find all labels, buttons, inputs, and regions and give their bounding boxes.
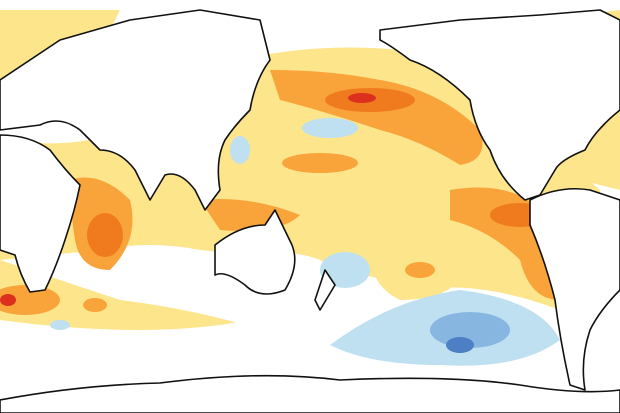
kuroshio-cool <box>302 118 358 138</box>
south-atlantic-orange <box>0 285 60 315</box>
new-zealand <box>314 269 336 311</box>
landmasses <box>0 9 620 413</box>
antarctica <box>0 374 620 413</box>
anomaly-layer-cool <box>50 118 560 366</box>
eurasia <box>0 9 271 211</box>
north-pacific-orange <box>270 70 483 165</box>
southeast-pacific-dark-blue <box>446 337 474 353</box>
south-pacific-orange <box>405 262 435 278</box>
southeast-pacific-blue <box>430 312 510 348</box>
south-america <box>529 187 620 391</box>
australia <box>214 209 296 295</box>
south-indian-orange <box>83 298 107 312</box>
africa <box>0 134 81 293</box>
north-pacific-red <box>348 93 376 103</box>
indian-ocean-dark-orange <box>87 213 123 257</box>
south-pacific-cool <box>320 252 370 288</box>
north-america <box>379 9 620 201</box>
southern-indian-cool <box>50 320 70 330</box>
south-atlantic-red <box>0 294 16 306</box>
central-pacific-orange <box>282 153 358 173</box>
east-china-sea-cool <box>230 136 250 164</box>
